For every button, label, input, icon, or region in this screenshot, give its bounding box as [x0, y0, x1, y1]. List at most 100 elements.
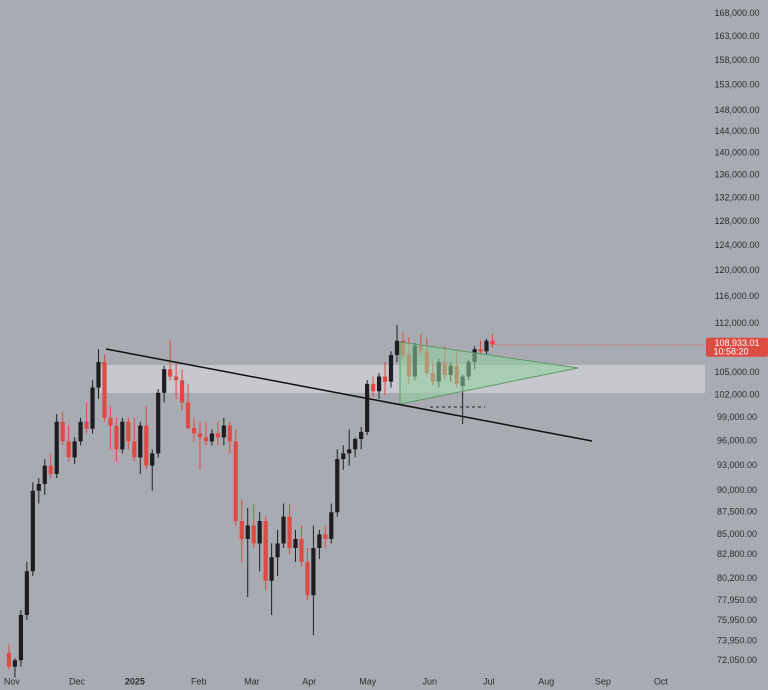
candle-body: [42, 465, 47, 484]
candle-body: [329, 512, 334, 539]
x-tick-label: 2025: [125, 676, 145, 686]
y-tick-label: 75,950.00: [717, 615, 757, 625]
x-tick-label: Mar: [244, 676, 260, 686]
y-tick-label: 144,000.00: [714, 126, 759, 136]
candle-body: [120, 421, 125, 450]
candle-body: [299, 538, 304, 562]
y-tick-label: 85,000.00: [717, 529, 757, 539]
candle-body: [132, 441, 137, 458]
y-tick-label: 99,000.00: [717, 412, 757, 422]
last-price-box: [706, 337, 768, 357]
candle-body: [484, 340, 489, 352]
candle-body: [114, 425, 119, 450]
candle-body: [168, 369, 173, 377]
candle-body: [359, 431, 364, 439]
y-tick-label: 105,000.00: [714, 367, 759, 377]
y-tick-label: 136,000.00: [714, 169, 759, 179]
candle-body: [66, 441, 71, 458]
x-tick-label: Oct: [654, 676, 669, 686]
candle-body: [239, 521, 244, 539]
x-tick-label: Jul: [483, 676, 495, 686]
y-tick-label: 96,000.00: [717, 436, 757, 446]
candle-body: [245, 525, 250, 539]
y-tick-label: 73,950.00: [717, 635, 757, 645]
candle-body: [478, 349, 483, 352]
candle-body: [36, 483, 41, 491]
candle-body: [30, 490, 35, 572]
y-tick-label: 80,200.00: [717, 573, 757, 583]
x-tick-label: Jun: [423, 676, 438, 686]
y-tick-label: 158,000.00: [714, 55, 759, 65]
candle-body: [179, 380, 185, 403]
y-tick-label: 128,000.00: [714, 216, 759, 226]
y-tick-label: 153,000.00: [714, 79, 759, 89]
candle-body: [382, 376, 388, 382]
y-tick-label: 140,000.00: [714, 147, 759, 157]
candle-body: [317, 534, 322, 549]
candle-body: [138, 425, 143, 458]
candle-body: [287, 516, 292, 549]
y-tick-label: 72,050.00: [717, 655, 757, 665]
candle-body: [209, 433, 215, 442]
y-tick-label: 90,000.00: [717, 485, 757, 495]
candle-body: [365, 383, 370, 432]
y-tick-label: 124,000.00: [714, 240, 759, 250]
candle-body: [78, 421, 83, 442]
candle-body: [72, 441, 77, 458]
candle-body: [335, 459, 340, 513]
y-tick-label: 163,000.00: [714, 31, 759, 41]
candle-body: [215, 433, 220, 438]
candle-body: [490, 340, 495, 345]
x-tick-label: Sep: [595, 676, 611, 686]
candle-body: [275, 543, 280, 558]
candle-body: [233, 441, 238, 522]
axes: 168,000.00 163,000.00 158,000.00 153,000.00…: [4, 8, 768, 686]
x-tick-label: Feb: [191, 676, 207, 686]
candle-body: [311, 548, 316, 596]
candle-body: [293, 538, 298, 549]
candle-body: [347, 449, 352, 454]
candle-body: [370, 383, 376, 392]
candle-body: [126, 421, 131, 442]
last-price-label: 108,933.01: [714, 338, 759, 348]
candle-body: [388, 354, 394, 382]
candle-body: [281, 516, 286, 544]
y-tick-label: 120,000.00: [714, 265, 759, 275]
candle-body: [323, 534, 328, 539]
countdown-label: 10:58:20: [713, 347, 748, 357]
candle-body: [150, 453, 155, 466]
candle-body: [6, 652, 12, 667]
candle-body: [18, 614, 23, 661]
candle-body: [376, 376, 382, 392]
candle-body: [48, 465, 53, 474]
candle-body: [257, 521, 262, 544]
pennant: [399, 341, 579, 405]
candle-body: [54, 421, 59, 474]
y-tick-label: 102,000.00: [714, 389, 759, 399]
candle-body: [203, 437, 209, 442]
y-tick-label: 168,000.00: [714, 8, 759, 18]
candle-body: [353, 438, 358, 450]
y-tick-label: 93,000.00: [717, 460, 757, 470]
y-tick-label: 112,000.00: [715, 318, 759, 328]
y-tick-label: 148,000.00: [714, 105, 759, 115]
trendline: [105, 348, 593, 442]
candle-body: [90, 387, 95, 429]
candle-body: [144, 425, 149, 466]
candle-body: [102, 362, 107, 418]
candle-body: [12, 660, 18, 667]
x-tick-label: Aug: [538, 676, 554, 686]
candle-body: [108, 417, 113, 426]
candle-body: [341, 453, 346, 460]
x-tick-label: Nov: [4, 676, 21, 686]
candle-body: [60, 421, 65, 442]
x-tick-label: May: [359, 676, 377, 686]
candle-body: [227, 425, 232, 442]
candle-body: [197, 433, 203, 438]
candle-body: [251, 525, 256, 544]
candle-body: [269, 557, 274, 581]
candle-body: [394, 340, 400, 355]
